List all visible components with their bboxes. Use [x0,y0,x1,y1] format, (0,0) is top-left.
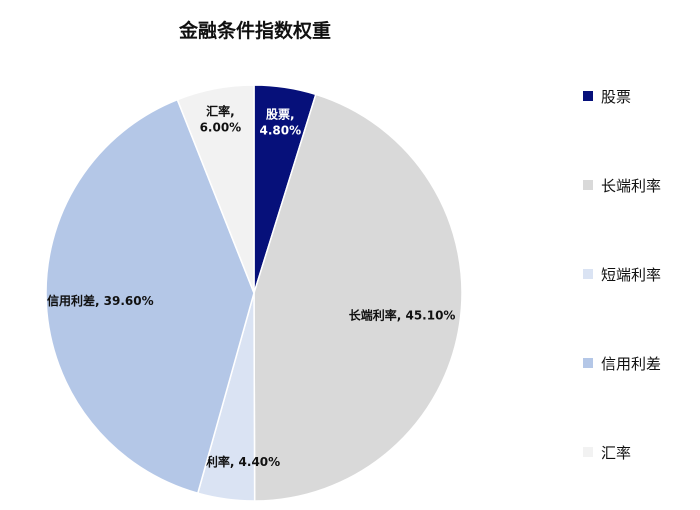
legend-label: 汇率 [601,443,632,462]
legend-item: 汇率 [583,440,631,464]
legend-label: 股票 [601,87,632,106]
legend-swatch [583,358,593,368]
legend-item: 短端利率 [583,262,661,286]
legend-swatch [583,180,593,190]
pie-chart: 股票, 4.80%长端利率, 45.10%短端利率, 4.40%信用利差, 39.… [45,84,463,502]
legend-item: 股票 [583,84,631,108]
legend-label: 信用利差 [601,354,662,373]
data-label: 信用利差, 39.60% [47,293,154,308]
data-label: 汇率, 6.00% [200,103,242,134]
legend-label: 长端利率 [601,176,662,195]
data-label: 长端利率, 45.10% [349,307,456,322]
legend-label: 短端利率 [601,265,662,284]
legend-swatch [583,91,593,101]
legend-swatch [583,269,593,279]
chart-title: 金融条件指数权重 [178,20,331,42]
legend-item: 信用利差 [583,351,661,375]
pie-slice [253,93,463,502]
legend-swatch [583,447,593,457]
data-label: 股票, 4.80% [259,106,301,137]
pie-slice [45,98,255,495]
pie-slice [176,84,255,294]
legend-item: 长端利率 [583,173,661,197]
